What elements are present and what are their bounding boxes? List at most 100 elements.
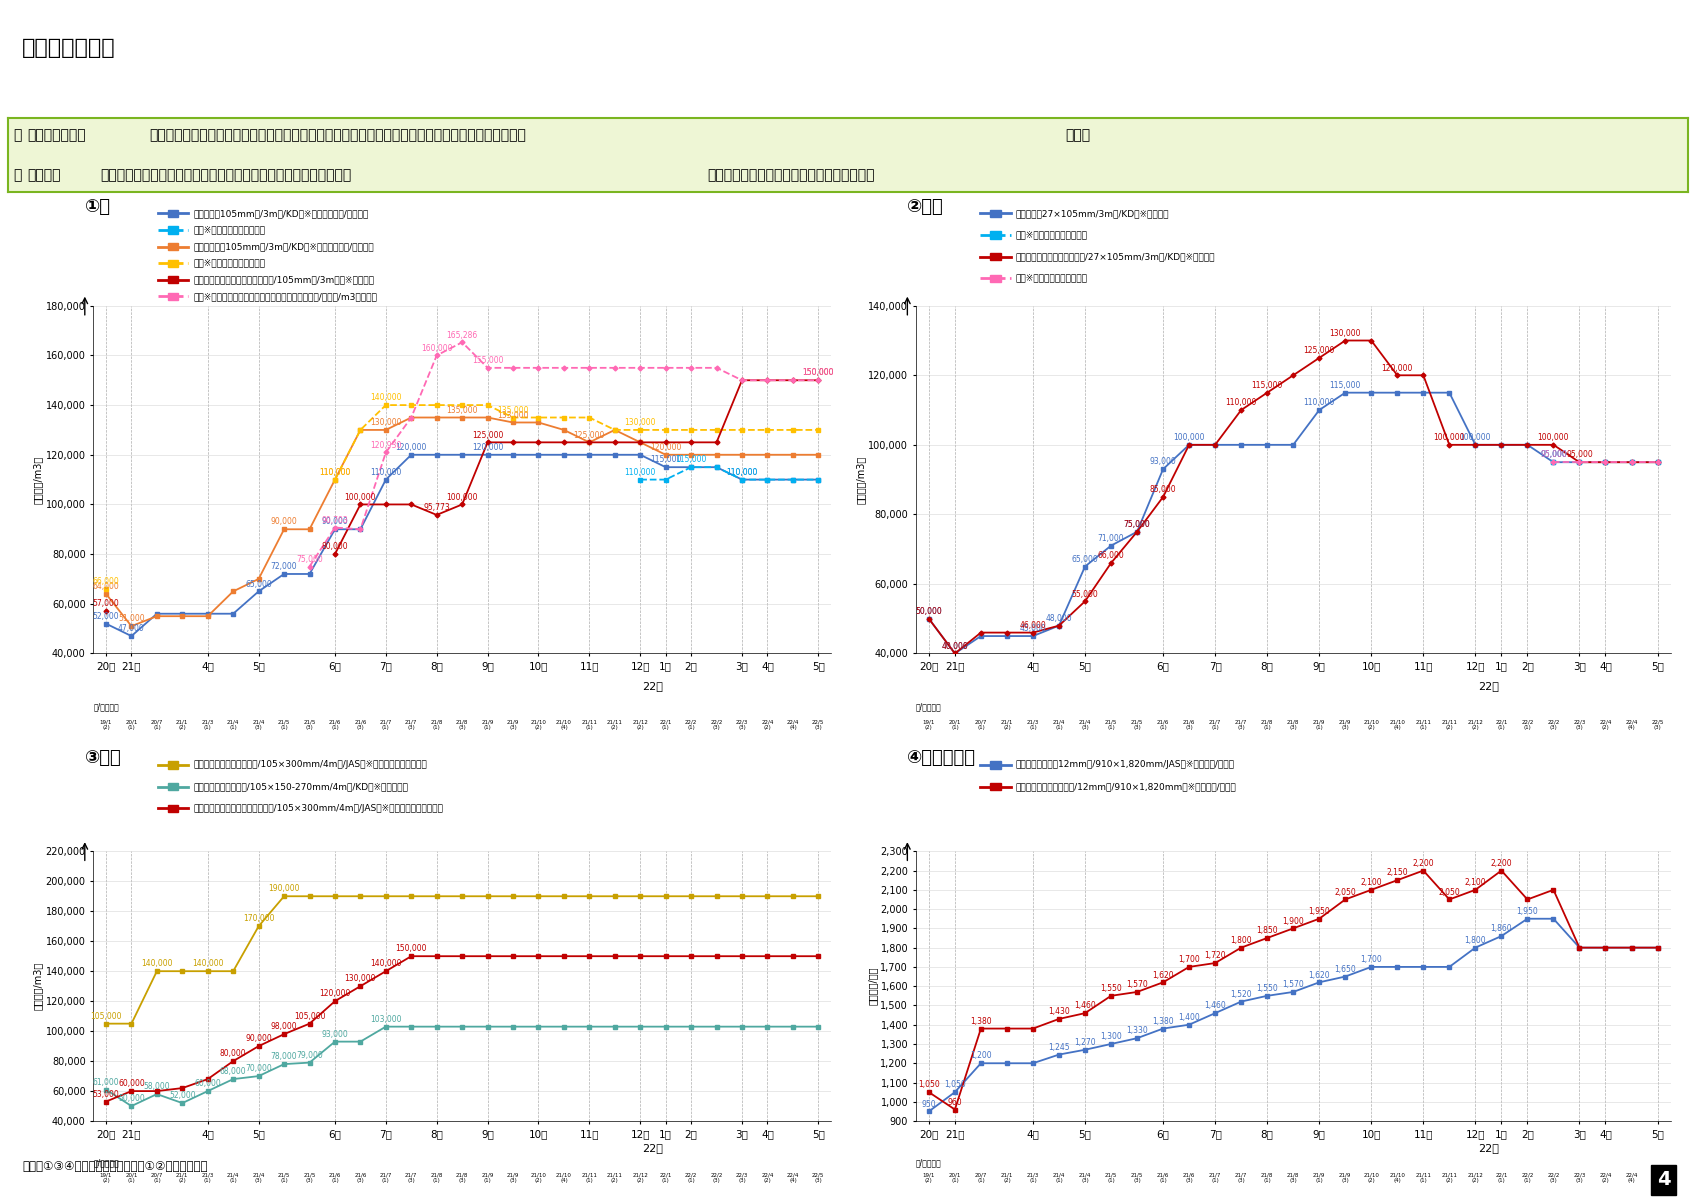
Text: 135,000: 135,000 — [497, 405, 529, 415]
Text: 20/1
(1): 20/1 (1) — [948, 719, 962, 730]
Text: 120,000: 120,000 — [471, 442, 504, 452]
Text: 22/1
(1): 22/1 (1) — [1496, 1173, 1508, 1183]
Text: 133,000: 133,000 — [497, 411, 529, 420]
Text: 21/6
(3): 21/6 (3) — [1182, 1173, 1196, 1183]
Text: 21/9
(1): 21/9 (1) — [482, 719, 494, 730]
Text: 48,000: 48,000 — [1046, 614, 1072, 622]
Text: 21/7
(3): 21/7 (3) — [1235, 719, 1247, 730]
Text: 22/4
(4): 22/4 (4) — [787, 719, 799, 730]
Text: 22/5
(3): 22/5 (3) — [812, 719, 824, 730]
Text: 46,000: 46,000 — [1019, 621, 1046, 629]
Text: 〃　※関東プレカット工場着（集成管柱の価格は円/本を円/m3に換算）: 〃 ※関東プレカット工場着（集成管柱の価格は円/本を円/m3に換算） — [193, 291, 377, 301]
Text: 1,800: 1,800 — [1230, 936, 1252, 945]
Text: 20/7
(1): 20/7 (1) — [151, 719, 163, 730]
Text: 22/1
(1): 22/1 (1) — [660, 1173, 672, 1183]
Text: 1,400: 1,400 — [1179, 1013, 1201, 1022]
Text: 21/7
(1): 21/7 (1) — [1209, 719, 1221, 730]
Text: 95,000: 95,000 — [1565, 451, 1593, 459]
Text: 130,000: 130,000 — [344, 975, 377, 983]
Text: 170,000: 170,000 — [243, 915, 275, 923]
Text: 21/1
(2): 21/1 (2) — [176, 1173, 188, 1183]
Text: 115,000: 115,000 — [675, 456, 707, 464]
Text: 高騰。: 高騰。 — [1065, 128, 1091, 143]
Text: 1,300: 1,300 — [1101, 1032, 1121, 1041]
Text: 22/2
(1): 22/2 (1) — [1521, 1173, 1533, 1183]
Text: 110,000: 110,000 — [1226, 398, 1257, 408]
Text: 1,520: 1,520 — [1230, 990, 1252, 999]
Text: 21/10
(2): 21/10 (2) — [1364, 1173, 1379, 1183]
Text: 140,000: 140,000 — [192, 959, 224, 969]
Text: 21/3
(1): 21/3 (1) — [202, 719, 214, 730]
Text: 21/4
(1): 21/4 (1) — [227, 1173, 239, 1183]
Text: 2,100: 2,100 — [1465, 878, 1486, 887]
Text: 150,000: 150,000 — [802, 368, 834, 378]
Text: 21/7
(1): 21/7 (1) — [380, 1173, 392, 1183]
Text: 高止まりかピーク時より下落し横ばい傾向。: 高止まりかピーク時より下落し横ばい傾向。 — [707, 168, 875, 182]
Text: 21/3
(1): 21/3 (1) — [1026, 1173, 1040, 1183]
Text: ホワイトウッド集成管柱（欧州産/105mm角/3m長）※京浜市場: ホワイトウッド集成管柱（欧州産/105mm角/3m長）※京浜市場 — [193, 276, 375, 284]
Text: 100,000: 100,000 — [1460, 433, 1491, 442]
Text: 68,000: 68,000 — [220, 1067, 246, 1077]
Text: 1,550: 1,550 — [1257, 984, 1279, 993]
Text: 21/1
(2): 21/1 (2) — [1001, 1173, 1013, 1183]
Text: 115,000: 115,000 — [650, 456, 682, 464]
Text: 72,000: 72,000 — [271, 562, 297, 571]
Text: 22/2
(3): 22/2 (3) — [1547, 719, 1560, 730]
Text: 21/7
(1): 21/7 (1) — [380, 719, 392, 730]
Text: 22/2
(3): 22/2 (3) — [711, 719, 722, 730]
Text: 160,000: 160,000 — [421, 344, 453, 353]
Text: 1,430: 1,430 — [1048, 1007, 1070, 1017]
Text: 100,000: 100,000 — [1538, 433, 1569, 442]
Text: 60,000: 60,000 — [195, 1079, 220, 1089]
Text: 57,000: 57,000 — [93, 600, 119, 608]
Text: 21/11
(1): 21/11 (1) — [582, 719, 597, 730]
Text: 75,000: 75,000 — [297, 555, 322, 564]
Text: ②間柱: ②間柱 — [907, 198, 945, 216]
Text: 1,330: 1,330 — [1126, 1026, 1148, 1036]
Text: （２）製品価格: （２）製品価格 — [22, 38, 115, 59]
Text: ④構造用合板: ④構造用合板 — [907, 749, 977, 767]
Text: 21/5
(3): 21/5 (3) — [304, 719, 315, 730]
Text: 21/8
(1): 21/8 (1) — [431, 1173, 443, 1183]
Text: 22年: 22年 — [1477, 681, 1499, 692]
Text: 79,000: 79,000 — [297, 1050, 322, 1060]
Text: 960: 960 — [948, 1098, 962, 1107]
Text: 21/11
(1): 21/11 (1) — [1416, 1173, 1431, 1183]
Text: 90,703: 90,703 — [322, 516, 348, 525]
Text: 1,245: 1,245 — [1048, 1043, 1070, 1052]
Text: 21/4
(3): 21/4 (3) — [1079, 1173, 1091, 1183]
Text: 19/1
(2): 19/1 (2) — [100, 719, 112, 730]
Text: 21/5
(1): 21/5 (1) — [1104, 719, 1118, 730]
Text: 21/4
(1): 21/4 (1) — [1053, 719, 1065, 730]
Text: 21/9
(1): 21/9 (1) — [1313, 719, 1325, 730]
Text: 〃　※関東プレカット工場着: 〃 ※関東プレカット工場着 — [1016, 273, 1087, 283]
Text: 20/1
(1): 20/1 (1) — [126, 1173, 137, 1183]
Text: 年/月（週）: 年/月（週） — [916, 1158, 941, 1168]
Text: ヒノキ柱角（105mm角/3m長/KD）※関東市売市場/置場渡し: ヒノキ柱角（105mm角/3m長/KD）※関東市売市場/置場渡し — [193, 242, 375, 251]
Text: 22/4
(4): 22/4 (4) — [1625, 1173, 1638, 1183]
Text: 115,000: 115,000 — [1330, 381, 1360, 390]
Text: 95,000: 95,000 — [1540, 451, 1567, 459]
Text: 22/4
(2): 22/4 (2) — [762, 1173, 773, 1183]
Text: 60,000: 60,000 — [119, 1079, 144, 1089]
Text: 21/8
(1): 21/8 (1) — [1262, 1173, 1274, 1183]
Text: 資料：①③④木材建材ウイクリー、①②日刊木材新聞: 資料：①③④木材建材ウイクリー、①②日刊木材新聞 — [22, 1159, 207, 1173]
Text: 140,000: 140,000 — [370, 959, 402, 969]
Text: 22/3
(3): 22/3 (3) — [1574, 719, 1586, 730]
Text: 21/1
(2): 21/1 (2) — [1001, 719, 1013, 730]
Text: 22/5
(3): 22/5 (3) — [1652, 719, 1664, 730]
Text: 120,000: 120,000 — [1382, 363, 1413, 373]
Text: 4: 4 — [1657, 1170, 1671, 1189]
Text: 輸入合板（東南アジア産/12mm厚/910×1,820mm）※関東市場/問屋着: 輸入合板（東南アジア産/12mm厚/910×1,820mm）※関東市場/問屋着 — [1016, 782, 1236, 791]
Text: 22/2
(1): 22/2 (1) — [1521, 719, 1533, 730]
Text: 21/11
(1): 21/11 (1) — [1416, 719, 1431, 730]
Text: 〃　※関東プレカット工場着: 〃 ※関東プレカット工場着 — [1016, 230, 1087, 240]
Text: 国産針葉樹合板（12mm厚/910×1,820mm/JAS）※関東市場/問屋着: 国産針葉樹合板（12mm厚/910×1,820mm/JAS）※関東市場/問屋着 — [1016, 760, 1235, 770]
Text: 1,380: 1,380 — [970, 1017, 992, 1026]
Text: 100,000: 100,000 — [344, 493, 377, 501]
Text: 21/12
(2): 21/12 (2) — [633, 1173, 648, 1183]
Text: 21/6
(3): 21/6 (3) — [354, 1173, 366, 1183]
Text: 110,000: 110,000 — [1304, 398, 1335, 408]
Text: 75,000: 75,000 — [1124, 520, 1150, 529]
Text: 110,000: 110,000 — [726, 468, 758, 477]
